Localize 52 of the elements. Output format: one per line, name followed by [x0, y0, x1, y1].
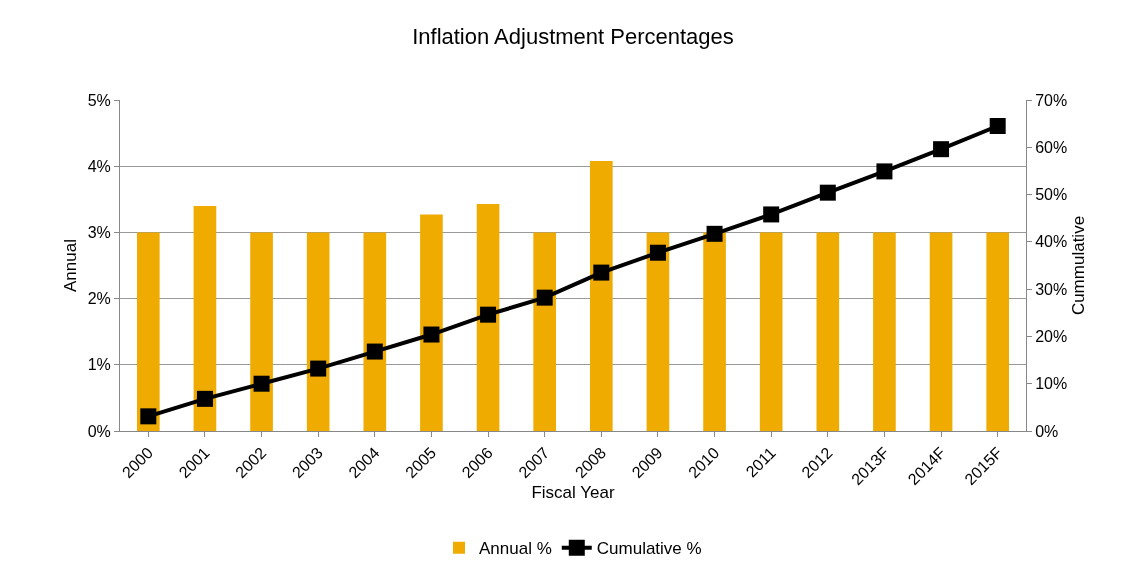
point — [706, 225, 723, 242]
point — [763, 206, 780, 223]
point — [423, 326, 440, 343]
y2-tick-label: 30% — [1035, 280, 1068, 298]
y-tick-label: 0% — [87, 422, 111, 440]
y2-tick-label: 70% — [1035, 91, 1068, 109]
bar — [306, 232, 330, 431]
y-axis-title: Annual — [61, 239, 80, 292]
y2-tick-label: 10% — [1035, 375, 1068, 393]
chart-title: Inflation Adjustment Percentages — [412, 24, 734, 50]
y-tick-label: 2% — [87, 290, 111, 308]
bar — [986, 232, 1010, 431]
bar — [420, 214, 443, 431]
point — [593, 264, 610, 281]
bar — [136, 232, 160, 431]
point — [253, 375, 270, 392]
point — [536, 289, 553, 306]
bar — [250, 232, 273, 431]
y2-tick-label: 40% — [1035, 233, 1068, 251]
point — [933, 141, 950, 158]
y-tick-label: 5% — [87, 91, 111, 109]
bar — [589, 160, 613, 431]
point — [196, 390, 213, 407]
bar — [193, 205, 217, 431]
point — [366, 343, 383, 360]
legend-label: Cumulative % — [596, 539, 702, 559]
point — [876, 163, 893, 180]
y-tick-label: 4% — [87, 157, 111, 175]
bar — [703, 232, 726, 431]
bar — [759, 232, 783, 431]
bar — [929, 232, 953, 431]
y2-tick-label: 0% — [1035, 422, 1059, 440]
bar — [873, 232, 896, 431]
point — [140, 408, 157, 425]
legend-label: Annual % — [479, 539, 552, 559]
y2-tick-label: 20% — [1035, 328, 1068, 346]
bar — [816, 232, 840, 431]
x-axis-title: Fiscal Year — [531, 483, 615, 503]
bar — [476, 203, 500, 431]
y2-tick-label: 60% — [1035, 138, 1068, 156]
y-tick-label: 3% — [87, 224, 111, 241]
point — [480, 306, 497, 323]
point — [819, 184, 836, 201]
point — [989, 118, 1006, 135]
point — [649, 244, 666, 261]
bar — [363, 232, 387, 431]
y2-tick-label: 50% — [1035, 186, 1068, 204]
y-tick-label: 1% — [87, 356, 111, 374]
bar — [533, 232, 557, 431]
y2-axis-title: Cummulative — [1069, 215, 1089, 316]
bar — [646, 232, 670, 431]
point — [310, 360, 327, 377]
